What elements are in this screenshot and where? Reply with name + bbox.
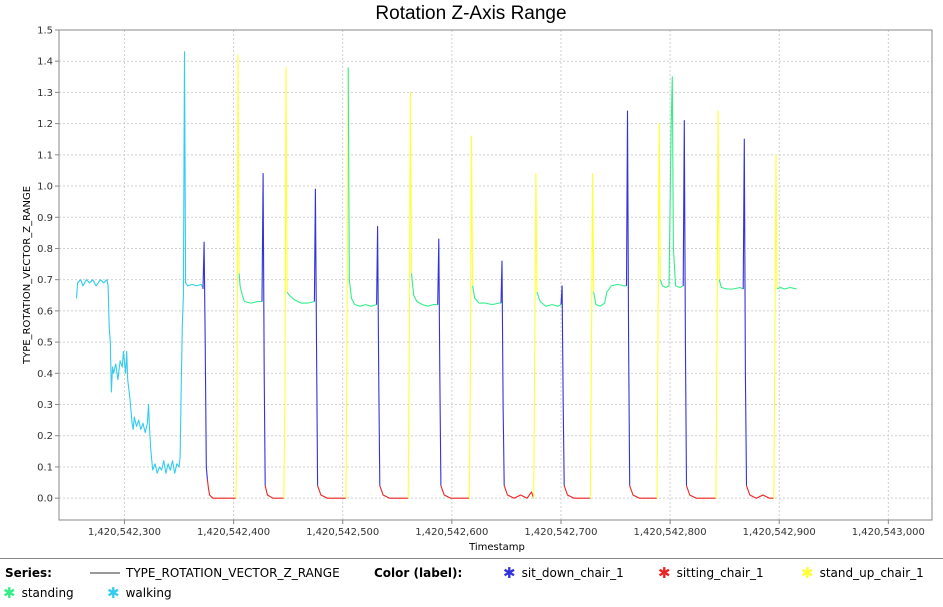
x-tick-label: 1,420,543,000 xyxy=(852,527,925,538)
y-tick-label: 0.7 xyxy=(37,275,53,286)
series-segment-sitting-chair-1 xyxy=(503,485,535,499)
y-tick-label: 1.4 xyxy=(37,57,53,68)
series-segment-sitting-chair-1 xyxy=(317,485,346,499)
x-axis-ticks: 1,420,542,300 1,420,542,400 1,420,542,500 1… xyxy=(88,520,925,538)
series-segment-sit-down-chair-1 xyxy=(376,226,381,486)
legend-item-label: sitting_chair_1 xyxy=(676,566,764,580)
x-tick-label: 1,420,542,500 xyxy=(306,527,379,538)
chart: Rotation Z-Axis Range 0.0 0.1 0.2 0.3 0.4 0.5… xyxy=(22,3,933,553)
series-segment-stand-up-chair-1 xyxy=(715,110,720,499)
y-tick-label: 0.6 xyxy=(37,306,53,317)
legend-color-heading: Color (label): xyxy=(374,566,463,580)
legend-item-sit-down: ✱ sit_down_chair_1 xyxy=(503,564,624,582)
x-tick-label: 1,420,542,400 xyxy=(197,527,270,538)
series-segment-standing xyxy=(536,292,562,307)
series-segment-stand-up-chair-1 xyxy=(773,154,778,499)
legend-item-sitting: ✱ sitting_chair_1 xyxy=(658,564,764,582)
series-segment-sit-down-chair-1 xyxy=(560,285,565,486)
x-tick-label: 1,420,542,300 xyxy=(88,527,161,538)
y-tick-label: 0.9 xyxy=(37,213,53,224)
series-segment-sit-down-chair-1 xyxy=(742,138,748,486)
y-tick-label: 0.5 xyxy=(37,338,53,349)
plot-frame xyxy=(58,29,933,521)
series-segment-stand-up-chair-1 xyxy=(656,123,661,499)
series-segment-sitting-chair-1 xyxy=(264,485,284,499)
y-tick-label: 1.3 xyxy=(37,88,53,99)
y-tick-label: 0.2 xyxy=(37,431,53,442)
legend-item-standing: ✱ standing xyxy=(3,584,74,602)
series-line-swatch xyxy=(90,572,120,574)
series-segment-stand-up-chair-1 xyxy=(468,135,474,499)
legend-marker-icon: ✱ xyxy=(3,584,16,602)
series-segment-standing xyxy=(472,285,501,306)
series-segment-sit-down-chair-1 xyxy=(202,241,208,480)
legend-item-label: stand_up_chair_1 xyxy=(819,566,924,580)
chart-title: Rotation Z-Axis Range xyxy=(375,3,566,24)
x-tick-label: 1,420,542,600 xyxy=(415,527,488,538)
series-segment-sit-down-chair-1 xyxy=(437,238,442,486)
y-tick-label: 1.2 xyxy=(37,119,53,130)
legend: Series: TYPE_ROTATION_VECTOR_Z_RANGE Col… xyxy=(0,558,943,607)
series-segment-stand-up-chair-1 xyxy=(407,91,413,499)
series-segment-standing xyxy=(410,273,438,307)
y-axis-label: TYPE_ROTATION_VECTOR_Z_RANGE xyxy=(22,186,33,365)
x-tick-label: 1,420,542,800 xyxy=(634,527,707,538)
series-segment-standing xyxy=(238,273,262,304)
series-segment-sit-down-chair-1 xyxy=(500,260,505,486)
series-segment-standing xyxy=(718,279,744,290)
series-segment-sitting-chair-1 xyxy=(629,485,657,499)
legend-item-label: sit_down_chair_1 xyxy=(521,566,624,580)
y-tick-label: 1.0 xyxy=(37,182,53,193)
series-segment-stand-up-chair-1 xyxy=(345,67,349,499)
y-tick-label: 0.1 xyxy=(37,462,53,473)
series-segment-sitting-chair-1 xyxy=(206,479,236,499)
legend-item-label: walking xyxy=(125,586,172,600)
y-axis-ticks: 0.0 0.1 0.2 0.3 0.4 0.5 0.6 0.7 0.8 0.9 1.0 1.1 1.2 1… xyxy=(37,26,59,505)
legend-item-walking: ✱ walking xyxy=(107,584,172,602)
series-segment-standing xyxy=(347,67,377,307)
x-tick-label: 1,420,542,700 xyxy=(524,527,597,538)
legend-series-entry: TYPE_ROTATION_VECTOR_Z_RANGE xyxy=(90,566,340,580)
legend-series-heading: Series: xyxy=(5,566,52,580)
series-lines xyxy=(75,51,797,499)
legend-series-name: TYPE_ROTATION_VECTOR_Z_RANGE xyxy=(126,566,340,580)
x-axis-label: Timestamp xyxy=(468,542,525,553)
series-segment-sitting-chair-1 xyxy=(563,485,591,499)
legend-marker-icon: ✱ xyxy=(107,584,120,602)
legend-item-stand-up: ✱ stand_up_chair_1 xyxy=(801,564,924,582)
series-segment-sit-down-chair-1 xyxy=(313,188,319,486)
y-tick-label: 0.3 xyxy=(37,400,53,411)
series-segment-stand-up-chair-1 xyxy=(589,173,595,499)
series-segment-standing xyxy=(286,291,315,304)
x-tick-label: 1,420,542,900 xyxy=(743,527,816,538)
legend-marker-icon: ✱ xyxy=(801,564,814,582)
series-segment-sitting-chair-1 xyxy=(440,485,470,499)
y-tick-label: 1.1 xyxy=(37,150,53,161)
legend-marker-icon: ✱ xyxy=(658,564,671,582)
plot-area xyxy=(59,30,932,520)
legend-marker-icon: ✱ xyxy=(503,564,516,582)
series-segment-stand-up-chair-1 xyxy=(283,66,288,499)
series-segment-stand-up-chair-1 xyxy=(533,173,538,499)
series-segment-standing xyxy=(593,283,627,307)
series-segment-walking xyxy=(75,51,204,474)
y-tick-label: 0.4 xyxy=(37,369,53,380)
series-segment-standing xyxy=(659,76,684,289)
series-segment-standing xyxy=(776,286,797,290)
series-segment-sitting-chair-1 xyxy=(685,485,716,499)
legend-item-label: standing xyxy=(21,586,74,600)
series-segment-stand-up-chair-1 xyxy=(235,54,240,499)
y-tick-label: 1.5 xyxy=(37,26,53,37)
y-tick-label: 0.0 xyxy=(37,494,53,505)
series-segment-sit-down-chair-1 xyxy=(682,119,688,486)
series-segment-sitting-chair-1 xyxy=(745,485,774,499)
series-segment-sit-down-chair-1 xyxy=(625,110,631,486)
y-tick-label: 0.8 xyxy=(37,244,53,255)
series-segment-sitting-chair-1 xyxy=(379,485,409,499)
series-segment-sit-down-chair-1 xyxy=(261,173,266,486)
